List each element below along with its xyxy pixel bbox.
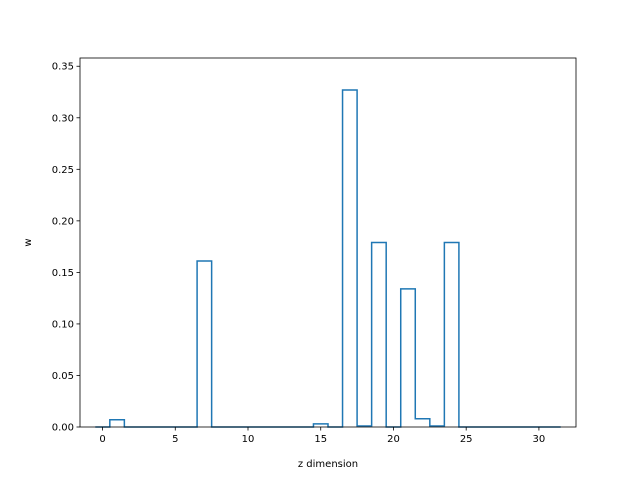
- y-tick-label: 0.00: [52, 423, 74, 434]
- y-tick-label: 0.15: [52, 268, 74, 279]
- x-axis-ticks: 0 5 10 15 20 25 30: [99, 427, 545, 445]
- x-tick-label: 20: [387, 434, 400, 445]
- y-tick-label: 0.35: [52, 62, 74, 73]
- bar-19: [372, 243, 387, 428]
- bar-21: [401, 289, 416, 427]
- x-tick-label: 10: [242, 434, 255, 445]
- y-tick-label: 0.25: [52, 165, 74, 176]
- bar-17: [343, 90, 358, 427]
- y-axis-ticks: 0.00 0.05 0.10 0.15 0.20 0.25 0.30 0.35: [52, 62, 80, 434]
- bar-1: [110, 420, 125, 427]
- x-axis-label: z dimension: [298, 459, 358, 470]
- y-tick-label: 0.20: [52, 216, 74, 227]
- plot-frame: [79, 57, 577, 428]
- bar-7: [197, 261, 212, 427]
- x-tick-label: 5: [172, 434, 178, 445]
- x-tick-label: 30: [533, 434, 546, 445]
- bar-22: [415, 419, 430, 427]
- y-tick-label: 0.05: [52, 371, 74, 382]
- y-tick-label: 0.10: [52, 319, 74, 330]
- x-tick-label: 15: [314, 434, 327, 445]
- bar-15: [313, 424, 328, 427]
- bar-24: [444, 243, 459, 428]
- axes: [79, 57, 577, 428]
- y-axis-label: w: [23, 238, 34, 246]
- x-tick-label: 25: [460, 434, 473, 445]
- plot-area: [80, 58, 576, 427]
- x-tick-label: 0: [99, 434, 105, 445]
- y-tick-label: 0.30: [52, 113, 74, 124]
